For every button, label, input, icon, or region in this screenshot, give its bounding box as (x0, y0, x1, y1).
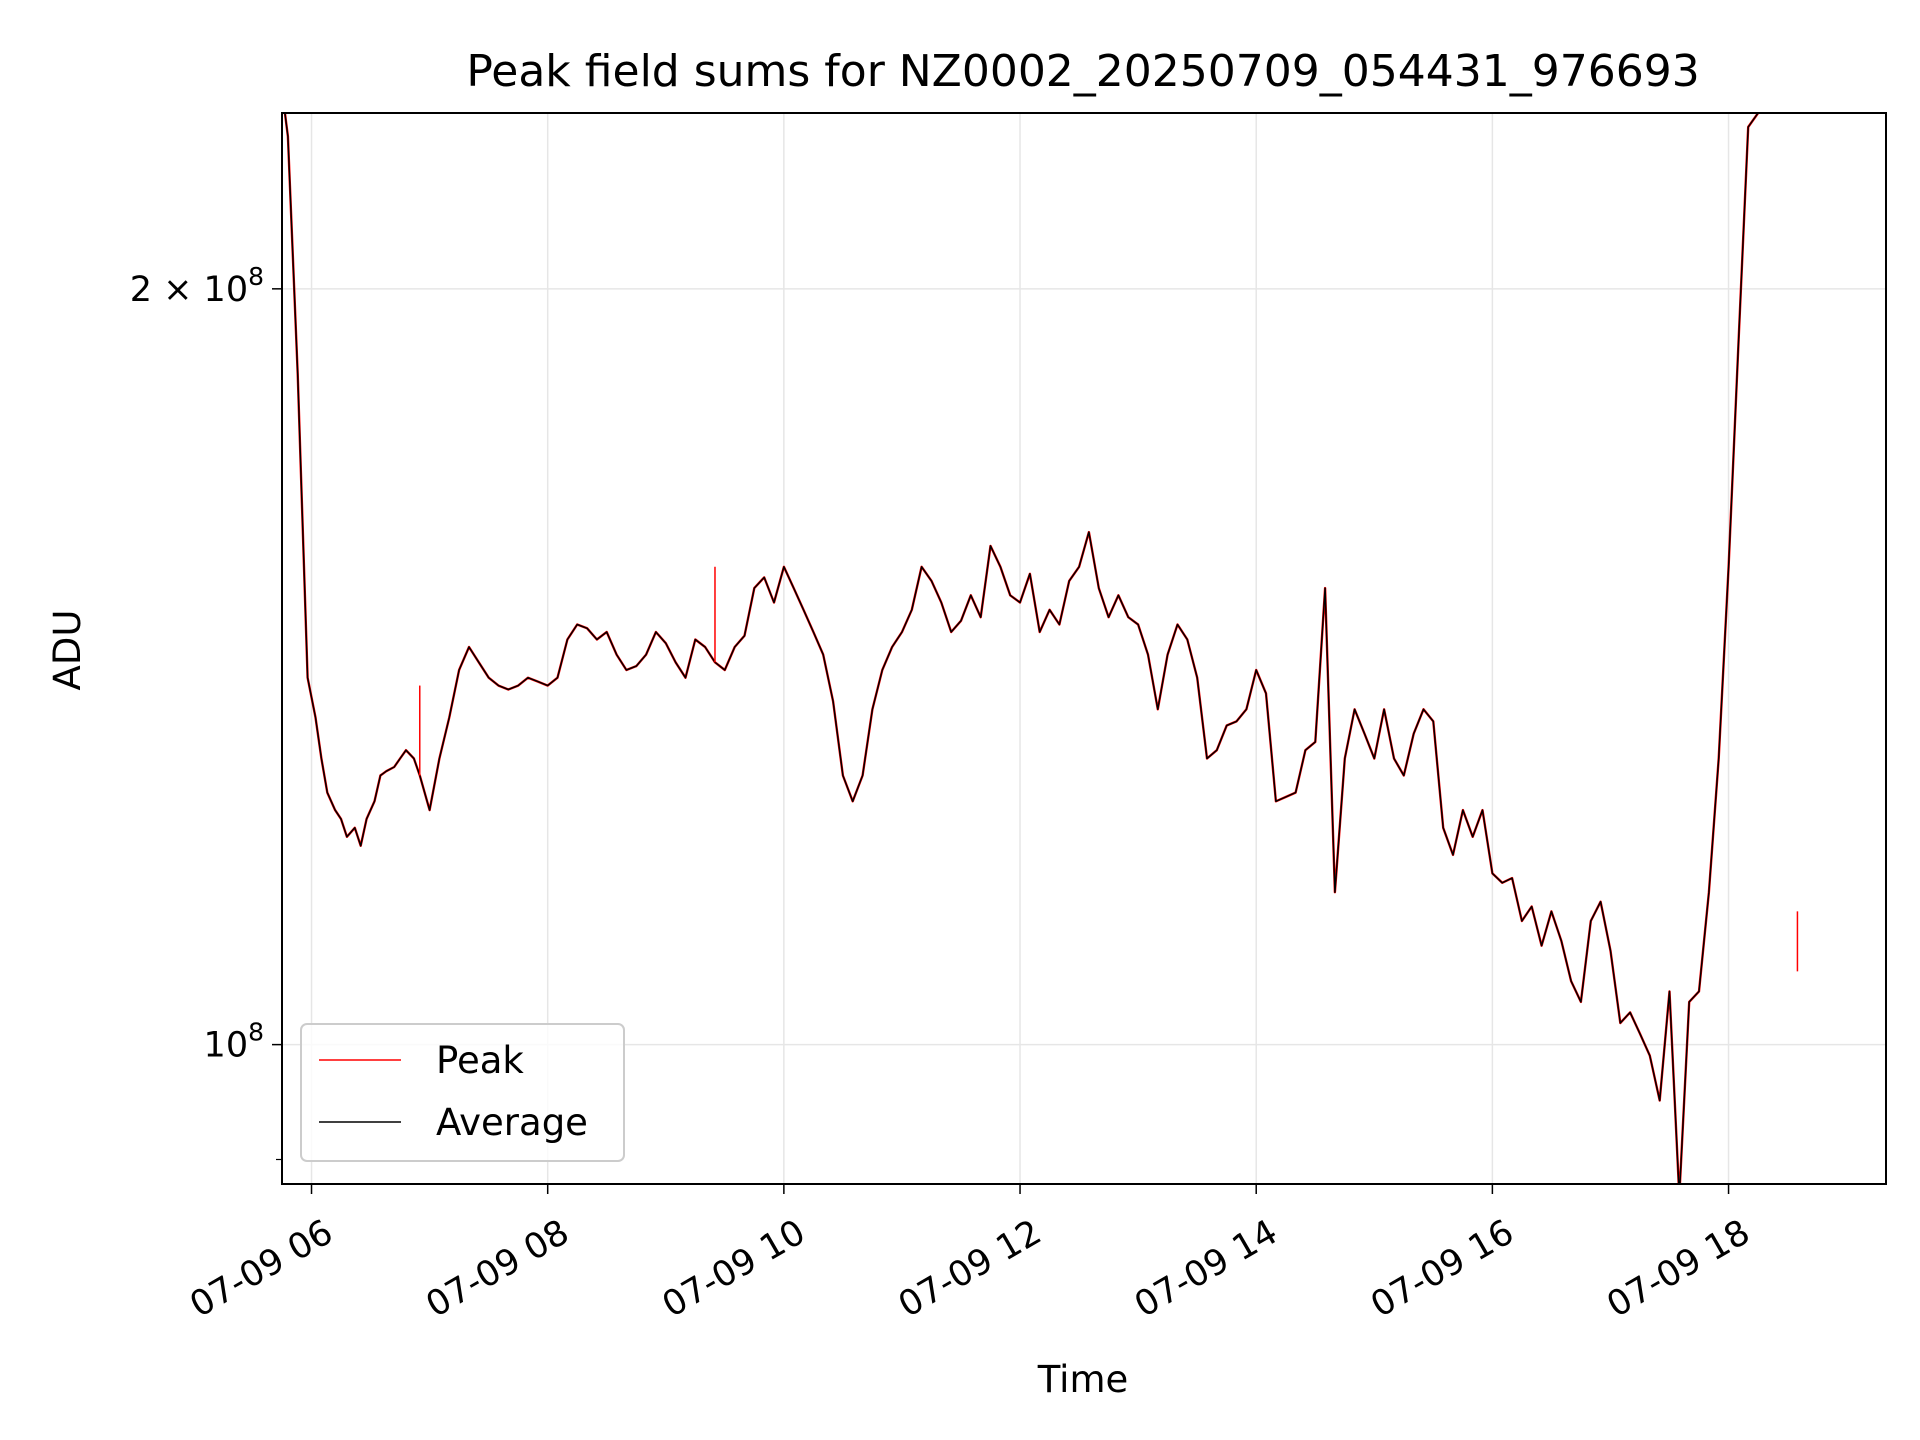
legend: Peak Average (300, 1023, 625, 1162)
grid (282, 113, 1886, 1184)
legend-average-label: Average (436, 1101, 588, 1144)
series-line-average (284, 113, 1759, 1184)
y-tick-base: 10 (204, 270, 249, 310)
plot-frame (281, 112, 1887, 1185)
legend-peak-label: Peak (436, 1039, 524, 1082)
chart-title: Peak field sums for NZ0002_20250709_0544… (466, 46, 1699, 97)
y-tick-label: 2 × 108 (130, 262, 264, 310)
y-tick-mantissa: 2 (130, 270, 152, 310)
y-tick-exponent: 8 (248, 1018, 264, 1047)
y-tick-times: × (152, 270, 204, 310)
y-axis-label: ADU (46, 610, 89, 691)
y-tick-exponent: 8 (248, 262, 264, 291)
legend-box (300, 1023, 625, 1162)
y-tick-base: 10 (204, 1026, 249, 1066)
y-tick-label: 108 (204, 1018, 264, 1066)
x-axis-label: Time (1037, 1358, 1129, 1401)
plot-area (283, 113, 1799, 1184)
